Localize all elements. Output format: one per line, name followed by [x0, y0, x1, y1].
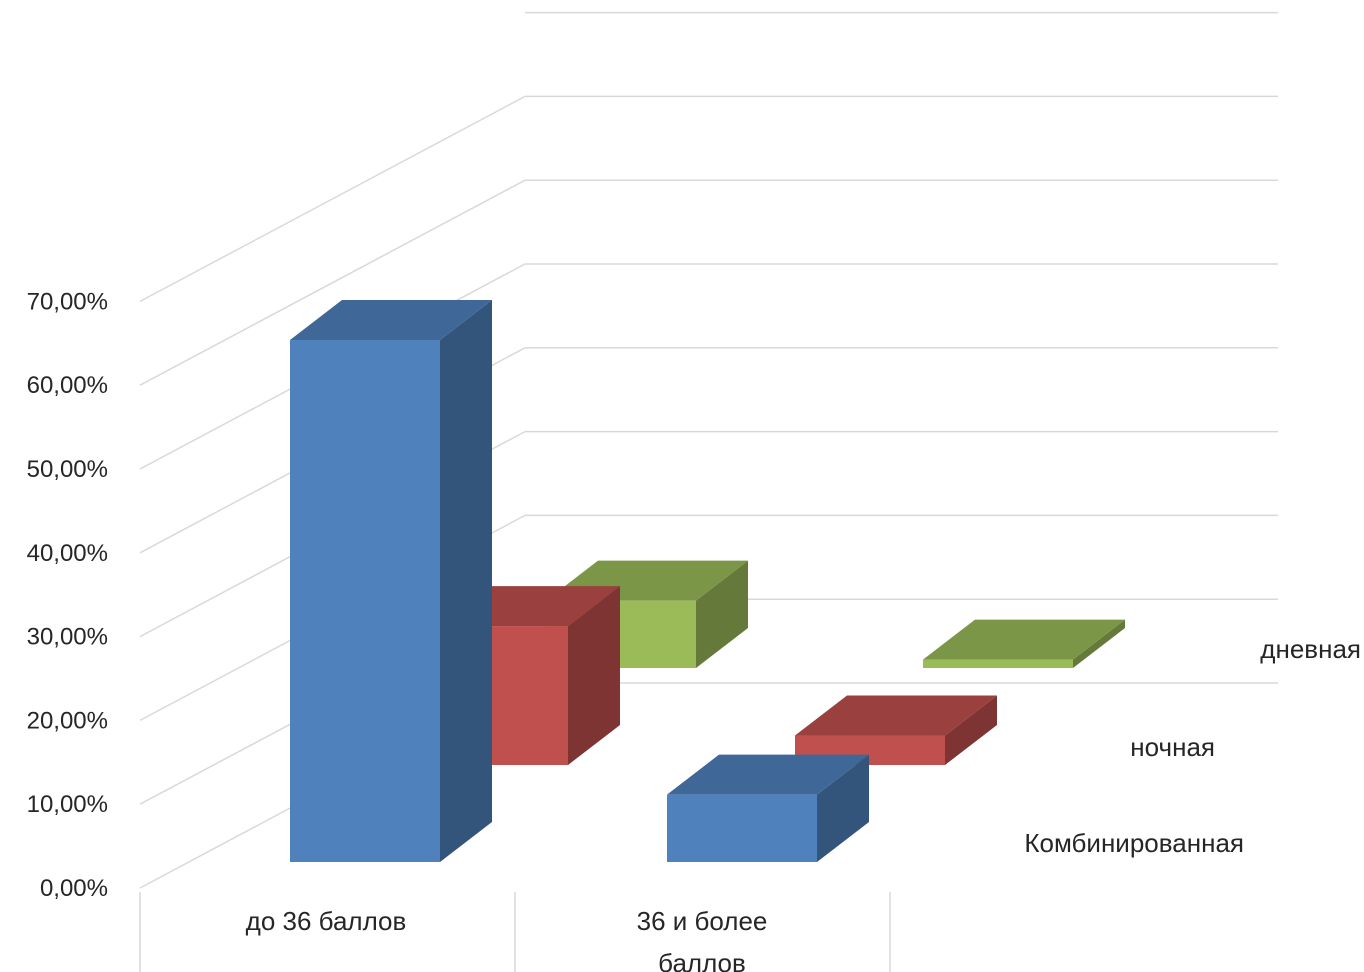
bar	[667, 754, 869, 862]
bar-side	[1073, 619, 1125, 668]
bar-side	[817, 754, 869, 862]
axis: 0,00% 10,00% 20,00% 30,00% 40,00% 50,00% 60,00…	[27, 288, 891, 972]
bar-side	[945, 695, 997, 765]
bar	[923, 619, 1125, 668]
y-tick-label: 40,00%	[27, 540, 108, 567]
bar-top	[923, 619, 1125, 660]
bar	[290, 300, 492, 862]
grid	[139, 11, 1278, 889]
bar	[795, 695, 997, 765]
bar-front	[290, 340, 440, 862]
gridline-side	[139, 179, 526, 386]
series-label: ночная	[1130, 732, 1215, 762]
y-tick-label: 10,00%	[27, 791, 108, 818]
bar-top	[290, 300, 492, 340]
y-tick-label: 60,00%	[27, 372, 108, 399]
bar-top	[667, 754, 869, 795]
y-tick-label: 30,00%	[27, 624, 108, 651]
category-label: 36 и более	[637, 906, 768, 936]
gridline-side	[139, 95, 526, 303]
series-label: Комбинированная	[1024, 828, 1244, 858]
category-label: до 36 баллов	[246, 906, 407, 936]
bar-side	[440, 300, 492, 862]
bar-front	[923, 659, 1073, 668]
y-tick-label: 0,00%	[40, 875, 108, 902]
bar-side	[696, 560, 748, 668]
y-tick-label: 70,00%	[27, 288, 108, 315]
y-tick-label: 50,00%	[27, 456, 108, 483]
bars	[290, 300, 1125, 862]
bar-top	[795, 695, 997, 736]
series-label: дневная	[1260, 634, 1361, 664]
category-label: баллов	[658, 948, 746, 972]
labels: до 36 баллов 36 и более баллов Комбинирован…	[246, 634, 1361, 972]
bar-side	[568, 586, 620, 765]
bar-front	[667, 794, 817, 862]
y-tick-label: 20,00%	[27, 707, 108, 734]
